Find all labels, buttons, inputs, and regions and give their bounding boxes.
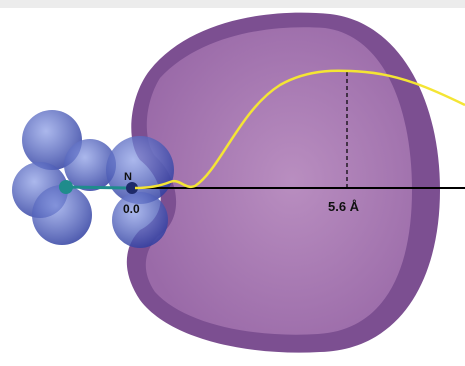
illustration: N 0.0 5.6 Å: [0, 0, 465, 366]
top-edge: [0, 0, 465, 8]
atom: [59, 180, 73, 194]
origin-label: 0.0: [123, 202, 140, 216]
atom-sphere: [32, 185, 92, 245]
bond: [66, 187, 132, 188]
atom-label: N: [124, 171, 132, 183]
atom-sphere: [112, 192, 168, 248]
distance-label: 5.6 Å: [328, 199, 360, 214]
